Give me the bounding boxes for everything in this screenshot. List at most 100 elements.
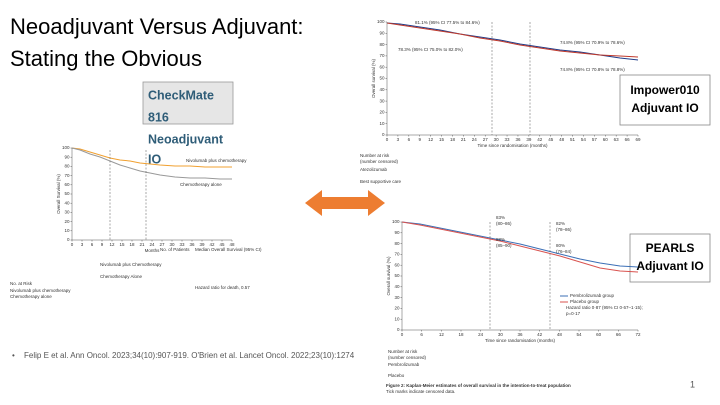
y-tick-label: 50: [394, 273, 400, 278]
annotation: (76–84): [556, 249, 572, 254]
x-tick-label: 33: [505, 137, 511, 142]
y-tick-label: 10: [379, 121, 385, 126]
y-tick-label: 80: [379, 42, 385, 47]
label-box: [619, 74, 711, 126]
y-axis-label: Overall Survival (%): [56, 174, 61, 214]
x-tick-label: 42: [537, 332, 543, 337]
legend: Hazard ratio 0·87 (95% CI 0·67–1·15);: [566, 305, 643, 310]
annotation: 83%: [496, 215, 505, 220]
title: Neoadjuvant Versus Adjuvant:: [10, 14, 304, 39]
curve: [386, 22, 639, 58]
x-tick-label: 57: [592, 137, 598, 142]
annotation: 78.3% (95% CI 75.0% to 82.0%): [398, 47, 463, 52]
annotation: (85–90): [496, 243, 512, 248]
label-box: [142, 81, 234, 125]
label: Adjuvant IO: [636, 259, 703, 273]
x-tick-label: 0: [401, 332, 404, 337]
annotation: 81.1% (95% CI 77.5% to 84.6%): [415, 20, 480, 25]
x-tick-label: 6: [408, 137, 411, 142]
label: PEARLS: [646, 241, 695, 255]
label: 816: [148, 110, 169, 124]
y-tick-label: 20: [394, 306, 400, 311]
y-tick-label: 90: [379, 30, 385, 35]
figure-top: [386, 22, 639, 135]
annotation: 80%: [556, 243, 565, 248]
y-axis-label: Overall survival (%): [371, 59, 376, 99]
title: Stating the Obvious: [10, 46, 202, 71]
x-tick-label: 42: [537, 137, 543, 142]
annotation: 88%: [496, 237, 505, 242]
table-row: Chemotherapy Alone: [100, 274, 143, 279]
x-tick-label: 12: [428, 137, 434, 142]
y-tick-label: 50: [64, 191, 70, 196]
x-tick-label: 6: [420, 332, 423, 337]
y-tick-label: 30: [379, 98, 385, 103]
page-number: 1: [690, 379, 695, 389]
x-tick-label: 39: [526, 137, 532, 142]
x-tick-label: 15: [439, 137, 445, 142]
curve: [401, 221, 639, 268]
x-tick-label: 27: [483, 137, 489, 142]
x-tick-label: 27: [159, 242, 165, 247]
y-tick-label: 20: [379, 110, 385, 115]
y-tick-label: 100: [392, 219, 400, 224]
x-tick-label: 18: [458, 332, 464, 337]
risk-row: Best supportive care: [360, 179, 402, 184]
x-tick-label: 72: [635, 332, 641, 337]
label: IO: [148, 152, 161, 166]
figure-left: [71, 147, 232, 240]
legend: Nivolumab plus chemotherapy: [186, 158, 247, 163]
x-tick-label: 15: [119, 242, 125, 247]
risk-row: Pembrolizumab: [388, 362, 420, 367]
y-tick-label: 70: [64, 173, 70, 178]
y-tick-label: 10: [394, 316, 400, 321]
hazard: Hazard ratio for death, 0.57: [195, 285, 250, 290]
x-tick-label: 24: [472, 137, 478, 142]
x-tick-label: 18: [450, 137, 456, 142]
table-head: Median Overall Survival (95% CI): [195, 247, 262, 252]
x-tick-label: 0: [71, 242, 74, 247]
x-tick-label: 9: [101, 242, 104, 247]
x-tick-label: 3: [397, 137, 400, 142]
x-tick-label: 36: [517, 332, 523, 337]
x-tick-label: 66: [616, 332, 622, 337]
legend: p=0·17: [566, 311, 581, 316]
y-tick-label: 40: [379, 87, 385, 92]
x-axis-label: Time since randomisation (months): [477, 143, 548, 148]
y-tick-label: 80: [394, 241, 400, 246]
y-tick-label: 60: [394, 262, 400, 267]
x-tick-label: 12: [439, 332, 445, 337]
curve: [401, 221, 639, 273]
x-tick-label: 45: [219, 242, 225, 247]
y-tick-label: 30: [64, 210, 70, 215]
y-tick-label: 60: [379, 64, 385, 69]
x-tick-label: 60: [603, 137, 609, 142]
x-tick-label: 24: [149, 242, 155, 247]
label: Adjuvant IO: [631, 101, 698, 115]
x-tick-label: 63: [614, 137, 620, 142]
annotation: 74.8% (95% CI 70.9% to 78.6%): [560, 40, 625, 45]
annotation: (78–86): [556, 227, 572, 232]
x-tick-label: 69: [635, 137, 641, 142]
x-tick-label: 39: [199, 242, 205, 247]
y-tick-label: 70: [394, 252, 400, 257]
y-tick-label: 90: [394, 230, 400, 235]
x-tick-label: 30: [498, 332, 504, 337]
x-tick-label: 30: [494, 137, 500, 142]
annotation: 82%: [556, 221, 565, 226]
x-tick-label: 18: [129, 242, 135, 247]
y-tick-label: 40: [64, 200, 70, 205]
y-tick-label: 80: [64, 164, 70, 169]
label: Neoadjuvant: [148, 132, 224, 146]
y-tick-label: 40: [394, 284, 400, 289]
x-tick-label: 3: [81, 242, 84, 247]
x-tick-label: 24: [478, 332, 484, 337]
x-tick-label: 21: [461, 137, 467, 142]
risk-title: Number at risk: [360, 153, 390, 158]
y-tick-label: 100: [377, 19, 385, 24]
legend: Chemotherapy alone: [180, 182, 222, 187]
y-tick-label: 60: [64, 182, 70, 187]
y-tick-label: 0: [67, 237, 70, 242]
risk-title: No. at Risk: [10, 281, 33, 286]
risk-row: Nivolumab plus chemotherapy: [10, 288, 71, 293]
